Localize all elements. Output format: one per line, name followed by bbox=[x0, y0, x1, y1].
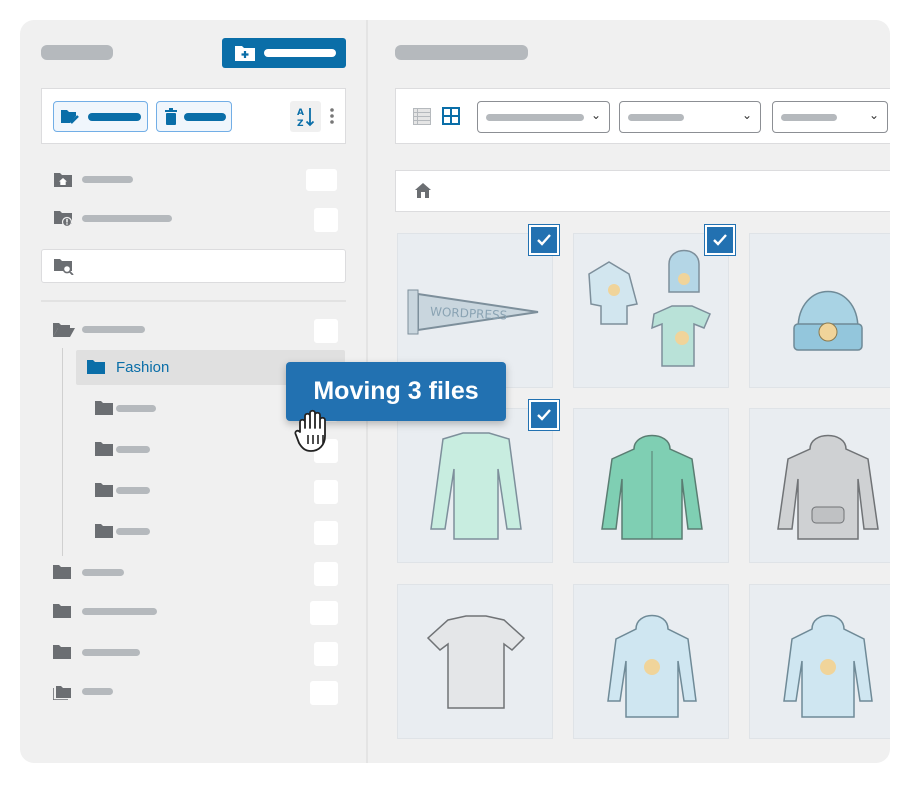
all-files-label-placeholder bbox=[82, 176, 133, 183]
sidebar-title-placeholder bbox=[41, 45, 113, 60]
folder-icon bbox=[87, 360, 105, 374]
long-sleeve-image bbox=[430, 432, 522, 540]
media-item[interactable] bbox=[573, 584, 729, 739]
delete-label-placeholder bbox=[184, 113, 226, 121]
media-item[interactable] bbox=[749, 233, 890, 388]
tshirt-image bbox=[426, 615, 526, 709]
checkmark-icon bbox=[537, 409, 551, 421]
media-toolbar: ⌄ ⌄ ⌄ bbox=[395, 88, 890, 144]
folder-edit-icon bbox=[61, 110, 79, 124]
folder-alert-icon bbox=[54, 211, 73, 227]
folder-label-placeholder bbox=[82, 326, 145, 333]
folders-icon bbox=[53, 686, 71, 700]
media-item[interactable] bbox=[749, 408, 890, 563]
trash-icon bbox=[165, 108, 177, 125]
svg-text:A: A bbox=[297, 108, 304, 118]
folder-label-placeholder bbox=[82, 569, 124, 576]
media-item[interactable] bbox=[397, 408, 553, 563]
folder-label-placeholder bbox=[116, 446, 150, 453]
chevron-down-icon: ⌄ bbox=[590, 108, 601, 122]
folder-label-placeholder bbox=[82, 688, 113, 695]
selected-checkbox[interactable] bbox=[528, 399, 560, 431]
chevron-down-icon: ⌄ bbox=[741, 108, 752, 122]
media-type-select[interactable]: ⌄ bbox=[477, 101, 610, 133]
uncategorized-count bbox=[314, 208, 338, 232]
new-folder-button[interactable] bbox=[222, 38, 346, 68]
folder-count bbox=[314, 562, 338, 586]
folder-label-placeholder bbox=[82, 649, 140, 656]
folder-label-placeholder bbox=[116, 528, 150, 535]
delete-button[interactable] bbox=[156, 101, 232, 132]
drag-tooltip: Moving 3 files bbox=[286, 362, 506, 421]
folder-home-icon bbox=[54, 173, 72, 187]
media-item[interactable] bbox=[749, 584, 890, 739]
tree-line bbox=[62, 348, 63, 556]
media-item[interactable] bbox=[573, 408, 729, 563]
pennant-image: WORDPRESS bbox=[407, 289, 539, 335]
sort-az-icon: AZ bbox=[297, 108, 315, 128]
grab-cursor-icon bbox=[294, 409, 326, 452]
sort-select[interactable]: ⌄ bbox=[772, 101, 888, 133]
date-select[interactable]: ⌄ bbox=[619, 101, 761, 133]
folder-search-input[interactable] bbox=[41, 249, 346, 283]
all-files-count bbox=[306, 169, 337, 191]
folder-name: Fashion bbox=[116, 359, 170, 376]
folder-label-placeholder bbox=[82, 608, 157, 615]
checkmark-icon bbox=[537, 234, 551, 246]
clothing-set-image bbox=[588, 249, 711, 367]
selected-checkbox[interactable] bbox=[704, 224, 736, 256]
media-item[interactable] bbox=[397, 584, 553, 739]
svg-text:WORDPRESS: WORDPRESS bbox=[430, 304, 508, 322]
select-value-placeholder bbox=[628, 114, 684, 121]
sidebar-divider bbox=[41, 300, 346, 302]
home-icon[interactable] bbox=[415, 183, 431, 198]
folder-count bbox=[310, 681, 338, 705]
grey-hoodie-image bbox=[777, 434, 879, 540]
select-value-placeholder bbox=[486, 114, 584, 121]
grid-view-icon[interactable] bbox=[442, 107, 460, 125]
folder-label-placeholder bbox=[116, 405, 156, 412]
checkmark-icon bbox=[713, 234, 727, 246]
folder-icon bbox=[95, 442, 113, 456]
media-item[interactable] bbox=[573, 233, 729, 388]
selected-checkbox[interactable] bbox=[528, 224, 560, 256]
breadcrumb bbox=[395, 170, 890, 212]
folder-count bbox=[314, 642, 338, 666]
folder-icon bbox=[95, 483, 113, 497]
folder-label-placeholder bbox=[116, 487, 150, 494]
folder-icon bbox=[53, 645, 71, 659]
folder-icon bbox=[95, 524, 113, 538]
list-view-icon[interactable] bbox=[413, 108, 431, 125]
zip-hoodie-image bbox=[601, 434, 703, 540]
chevron-down-icon: ⌄ bbox=[868, 108, 879, 122]
folder-icon bbox=[53, 604, 71, 618]
svg-text:Z: Z bbox=[297, 119, 304, 128]
rename-button[interactable] bbox=[53, 101, 148, 132]
folder-count bbox=[314, 521, 338, 545]
new-folder-label-placeholder bbox=[264, 49, 336, 57]
folder-count bbox=[310, 601, 338, 625]
folder-plus-icon bbox=[235, 46, 255, 61]
rename-label-placeholder bbox=[88, 113, 141, 121]
more-options-icon[interactable] bbox=[330, 108, 334, 124]
hoodie-image bbox=[607, 614, 697, 718]
hoodie-image bbox=[783, 614, 873, 718]
folder-count bbox=[314, 319, 338, 343]
beanie-image bbox=[793, 290, 863, 351]
folder-icon bbox=[95, 401, 113, 415]
folder-count bbox=[314, 480, 338, 504]
folder-search-icon bbox=[54, 259, 74, 275]
uncategorized-label-placeholder bbox=[82, 215, 172, 222]
folder-open-icon bbox=[53, 323, 75, 337]
page-title-placeholder bbox=[395, 45, 528, 60]
select-value-placeholder bbox=[781, 114, 837, 121]
folder-icon bbox=[53, 565, 71, 579]
